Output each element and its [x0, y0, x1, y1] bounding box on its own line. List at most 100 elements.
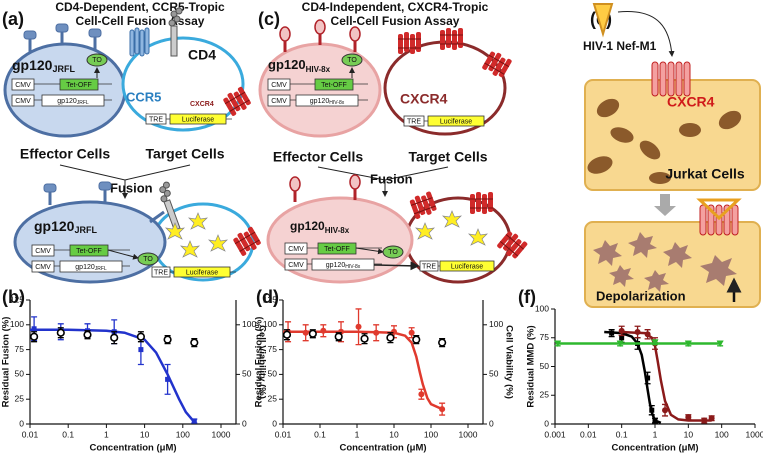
y-tick-label: 25: [540, 390, 550, 400]
cmv-box: [11, 78, 35, 91]
box-label: gp120JRFL: [57, 98, 89, 106]
peptide: [696, 198, 742, 221]
y-tick-label: 100: [263, 319, 277, 329]
panel-e: (e) HIV-1 Nef-M1 CXCR4 Jurkat Cells Depo…: [583, 3, 761, 308]
panel-label: (a): [2, 9, 24, 29]
organelle: [628, 232, 657, 258]
x-tick-label: 0.1: [62, 429, 74, 439]
box-label: Tet-OFF: [321, 82, 347, 89]
point: [165, 376, 171, 382]
arrow: [355, 247, 384, 255]
ccr5-receptor: [129, 27, 150, 57]
panel-label: (c): [258, 9, 280, 29]
cell-label: Target Cells: [408, 149, 487, 165]
y-tick-label: 0: [272, 418, 277, 428]
protein-label: gp120JRFL: [12, 57, 75, 75]
box-label: CMV: [15, 82, 31, 89]
x-tick-label: 0.01: [22, 429, 39, 439]
panel-title: CD4-Independent, CXCR4-Tropic: [302, 0, 489, 14]
x-tick-label: 0.001: [544, 429, 566, 439]
x-tick-label: 0.01: [580, 429, 597, 439]
organelle: [596, 98, 620, 118]
to-label: TO: [347, 57, 357, 64]
x-axis-label: Concentration (μM): [89, 443, 176, 454]
y-tick-label: 25: [268, 393, 278, 403]
gp120-receptor: [42, 182, 58, 207]
organelle: [663, 242, 692, 268]
box-label: gp120JRFL: [75, 264, 107, 272]
gp120-receptor: [348, 25, 362, 54]
arrow: [617, 11, 675, 57]
point: [56, 328, 65, 337]
point: [645, 375, 651, 381]
organelle: [610, 127, 634, 143]
y-tick-label: 50: [268, 369, 278, 379]
protein-label: gp120JRFL: [34, 218, 97, 236]
point: [412, 335, 421, 344]
tre-box: [151, 266, 171, 278]
x-tick-label: 1: [653, 429, 658, 439]
luciferase-box: [173, 266, 231, 278]
point: [619, 335, 625, 341]
fit-curve: [604, 330, 662, 425]
x-tick-label: 1: [355, 429, 360, 439]
x-tick-label: 1000: [746, 429, 763, 439]
point: [408, 329, 415, 336]
cell-label: Effector Cells: [273, 149, 363, 165]
x-axis-label: Concentration (μM): [611, 443, 698, 454]
organelle: [593, 240, 622, 266]
peptide: [592, 3, 614, 38]
peptide-label: HIV-1 Nef-M1: [583, 39, 657, 53]
x-tick-label: 100: [176, 429, 190, 439]
point: [418, 391, 425, 398]
y-tick-label: 50: [540, 361, 550, 371]
box-label: TRE: [154, 269, 168, 276]
gene-box: [295, 94, 359, 107]
box-label: TRE: [422, 263, 436, 270]
box-label: gp120HIV-8x: [310, 98, 345, 106]
organelle: [644, 270, 669, 292]
receptor-label: CXCR4: [667, 94, 715, 110]
protein-label: gp120HIV-8x: [290, 219, 350, 235]
y2-axis-label: Cell Viability (%): [503, 325, 514, 399]
box-label: Luciferase: [451, 263, 483, 270]
y-tick-label: 0: [19, 418, 24, 428]
tre-box: [419, 260, 439, 272]
to-label: TO: [92, 57, 102, 64]
y-tick-label: 75: [15, 344, 25, 354]
box-label: Tet-OFF: [324, 246, 350, 253]
gene-box: [41, 94, 105, 107]
y-tick-label: 100: [535, 303, 549, 313]
cmv-box: [11, 94, 35, 107]
fit-curve: [621, 330, 712, 422]
point: [438, 338, 447, 347]
y-tick-label: 75: [540, 332, 550, 342]
tetoff-box: [59, 78, 99, 91]
y2-tick-label: 0: [489, 418, 494, 428]
cxcr4-receptor: [699, 204, 739, 236]
x-tick-label: 100: [715, 429, 729, 439]
box-label: CMV: [288, 262, 304, 269]
y-axis-label: Residual Fusion (%): [254, 317, 265, 408]
x-tick-label: 0.01: [275, 429, 292, 439]
gp120-receptor: [348, 173, 362, 202]
organelle: [587, 156, 613, 174]
to-protein: [86, 53, 108, 67]
tetoff-box: [314, 78, 354, 91]
cmv-box: [284, 258, 308, 271]
box-label: CMV: [271, 82, 287, 89]
arrow: [654, 194, 676, 216]
cmv-box: [31, 244, 55, 257]
box-label: Luciferase: [182, 116, 214, 123]
y-tick-label: 75: [268, 344, 278, 354]
x-tick-label: 100: [424, 429, 438, 439]
organelle: [609, 265, 634, 287]
gp120-receptor: [149, 210, 165, 224]
gp120-receptor: [278, 25, 292, 54]
y-axis-label: Residual Fusion (%): [1, 317, 12, 408]
point: [662, 407, 669, 414]
box-label: CMV: [288, 246, 304, 253]
point: [334, 332, 343, 341]
box-label: Luciferase: [440, 118, 472, 125]
